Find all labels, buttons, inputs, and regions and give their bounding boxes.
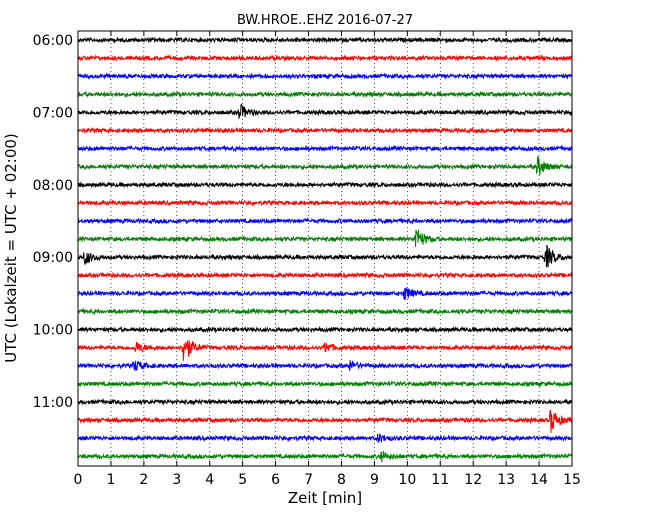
y-tick-label: 11:00 — [33, 395, 73, 411]
x-tick-label: 5 — [238, 472, 247, 488]
y-tick-label: 08:00 — [33, 178, 73, 194]
trace-0800 — [77, 181, 573, 189]
trace-1145 — [77, 451, 573, 463]
trace-0915 — [77, 271, 573, 280]
trace-1130 — [77, 433, 573, 444]
trace-0930 — [77, 287, 573, 300]
x-tick-label: 14 — [530, 472, 548, 488]
x-axis-ticks: 0 1 2 3 4 5 6 7 8 9 10 11 12 13 14 15 — [74, 31, 581, 488]
trace-0745 — [77, 155, 573, 176]
trace-0615 — [77, 54, 573, 63]
trace-0945 — [77, 307, 573, 316]
x-tick-label: 4 — [205, 472, 214, 488]
x-tick-label: 2 — [139, 472, 148, 488]
x-axis-label: Zeit [min] — [288, 489, 362, 507]
trace-0845 — [77, 229, 573, 247]
grid-lines — [110, 31, 540, 466]
trace-1015 — [77, 339, 573, 361]
trace-0900 — [77, 244, 573, 268]
y-tick-label: 09:00 — [33, 250, 73, 266]
y-axis-label: UTC (Lokalzeit = UTC + 02:00) — [2, 133, 20, 363]
trace-0730 — [77, 144, 573, 153]
trace-0600 — [77, 36, 573, 44]
trace-1115 — [77, 409, 573, 433]
y-tick-label: 10:00 — [33, 323, 73, 339]
x-tick-label: 12 — [464, 472, 482, 488]
y-tick-label: 07:00 — [33, 105, 73, 121]
y-tick-label: 06:00 — [33, 33, 73, 49]
trace-0815 — [77, 199, 573, 207]
trace-1000 — [77, 325, 573, 334]
y-axis-ticks: 06:00 07:00 08:00 09:00 10:00 11:00 — [33, 33, 572, 411]
x-tick-label: 8 — [337, 472, 346, 488]
trace-0645 — [77, 90, 573, 99]
seismic-traces — [77, 36, 573, 463]
trace-1030 — [77, 359, 573, 371]
x-tick-label: 0 — [74, 472, 83, 488]
x-tick-label: 15 — [563, 472, 581, 488]
x-tick-label: 10 — [398, 472, 416, 488]
plot-frame — [77, 30, 573, 467]
x-tick-label: 1 — [106, 472, 115, 488]
trace-0830 — [77, 217, 573, 225]
x-tick-label: 11 — [431, 472, 449, 488]
x-tick-label: 3 — [172, 472, 181, 488]
x-tick-label: 6 — [271, 472, 280, 488]
trace-1045 — [77, 379, 573, 388]
trace-1100 — [77, 398, 573, 407]
x-tick-label: 7 — [304, 472, 313, 488]
chart-title: BW.HROE..EHZ 2016-07-27 — [237, 13, 413, 28]
x-tick-label: 9 — [370, 472, 379, 488]
trace-0630 — [77, 72, 573, 81]
x-tick-label: 13 — [497, 472, 515, 488]
trace-0700 — [77, 103, 573, 119]
trace-0715 — [77, 126, 573, 135]
